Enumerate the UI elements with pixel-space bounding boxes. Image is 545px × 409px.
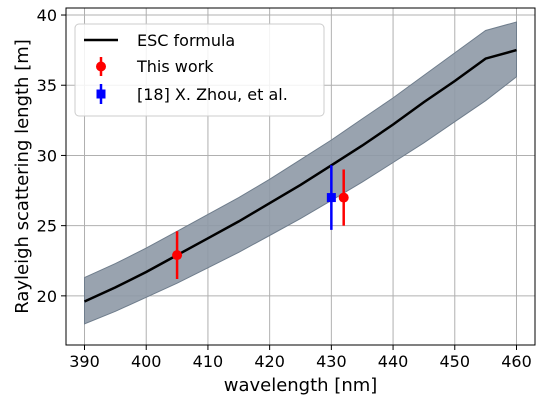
legend-label-esc-formula: ESC formula	[137, 31, 235, 50]
y-tick-label: 30	[37, 146, 57, 165]
y-tick-label: 40	[37, 6, 57, 25]
y-tick-label: 20	[37, 287, 57, 306]
legend-swatch-zhou-marker	[96, 89, 106, 99]
esc-formula-line	[83, 48, 517, 303]
legend-box	[74, 23, 325, 117]
legend-label-zhou: [18] X. Zhou, et al.	[137, 85, 288, 104]
x-tick-label: 430	[316, 352, 347, 371]
x-tick-label: 450	[440, 352, 471, 371]
legend: ESC formula This work [18] X. Zhou, et a…	[74, 23, 325, 117]
y-tick-label: 35	[37, 76, 57, 95]
x-tick-label: 440	[378, 352, 409, 371]
uncertainty-band-layer	[84, 21, 517, 325]
y-tick-label: 25	[37, 217, 57, 236]
uncertainty-band	[84, 21, 517, 325]
x-tick-label: 390	[69, 352, 100, 371]
x-tick-label: 410	[193, 352, 224, 371]
legend-swatch-this-work-marker	[96, 61, 106, 72]
y-axis-label: Rayleigh scattering length [m]	[12, 39, 33, 314]
series-1-point	[326, 193, 336, 203]
x-tick-label: 460	[501, 352, 532, 371]
series-0-point	[338, 192, 349, 203]
plot-frame	[65, 7, 536, 346]
x-tick-label: 420	[254, 352, 285, 371]
x-axis-label: wavelength [nm]	[224, 375, 378, 396]
ticks-layer: 390 400 410 420 430 440 450 460 20 25 30 35 40	[37, 6, 532, 371]
legend-label-this-work: This work	[136, 57, 214, 76]
x-tick-label: 400	[131, 352, 162, 371]
points-layer	[172, 165, 349, 280]
series-0-point	[172, 250, 183, 261]
curve-layer	[83, 48, 517, 303]
